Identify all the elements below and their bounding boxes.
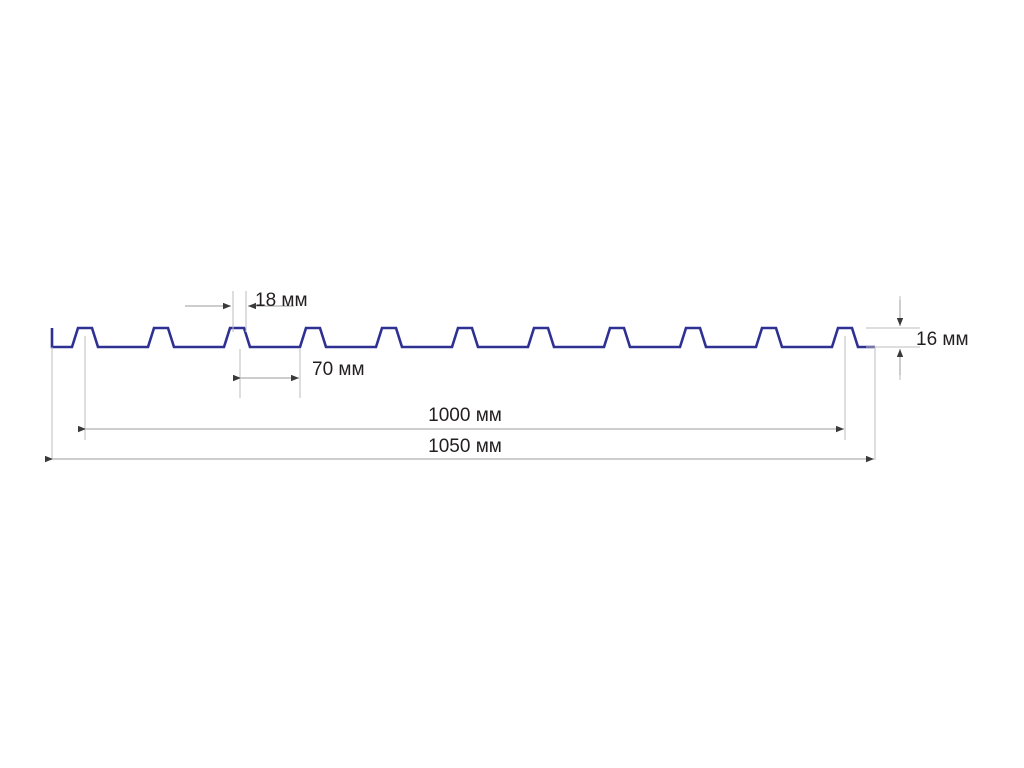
- dimension-label-1000mm: 1000 мм: [428, 405, 502, 426]
- dimension-working-width: 1000 мм: [78, 405, 844, 433]
- dimension-label-16mm: 16 мм: [916, 329, 969, 350]
- dimension-label-70mm: 70 мм: [312, 359, 365, 380]
- dimension-rib-top-width: 18 мм: [185, 290, 308, 311]
- extension-lines-group: [51, 291, 920, 460]
- dimension-rib-height: 16 мм: [896, 300, 969, 375]
- dimension-rib-pitch: 70 мм: [233, 359, 365, 382]
- dimension-total-width: 1050 мм: [45, 436, 874, 463]
- profile-polyline: [50, 326, 875, 349]
- dimension-label-1050mm: 1050 мм: [428, 436, 502, 457]
- dimension-label-18mm: 18 мм: [255, 290, 308, 311]
- sheet-profile-outline: [50, 326, 875, 349]
